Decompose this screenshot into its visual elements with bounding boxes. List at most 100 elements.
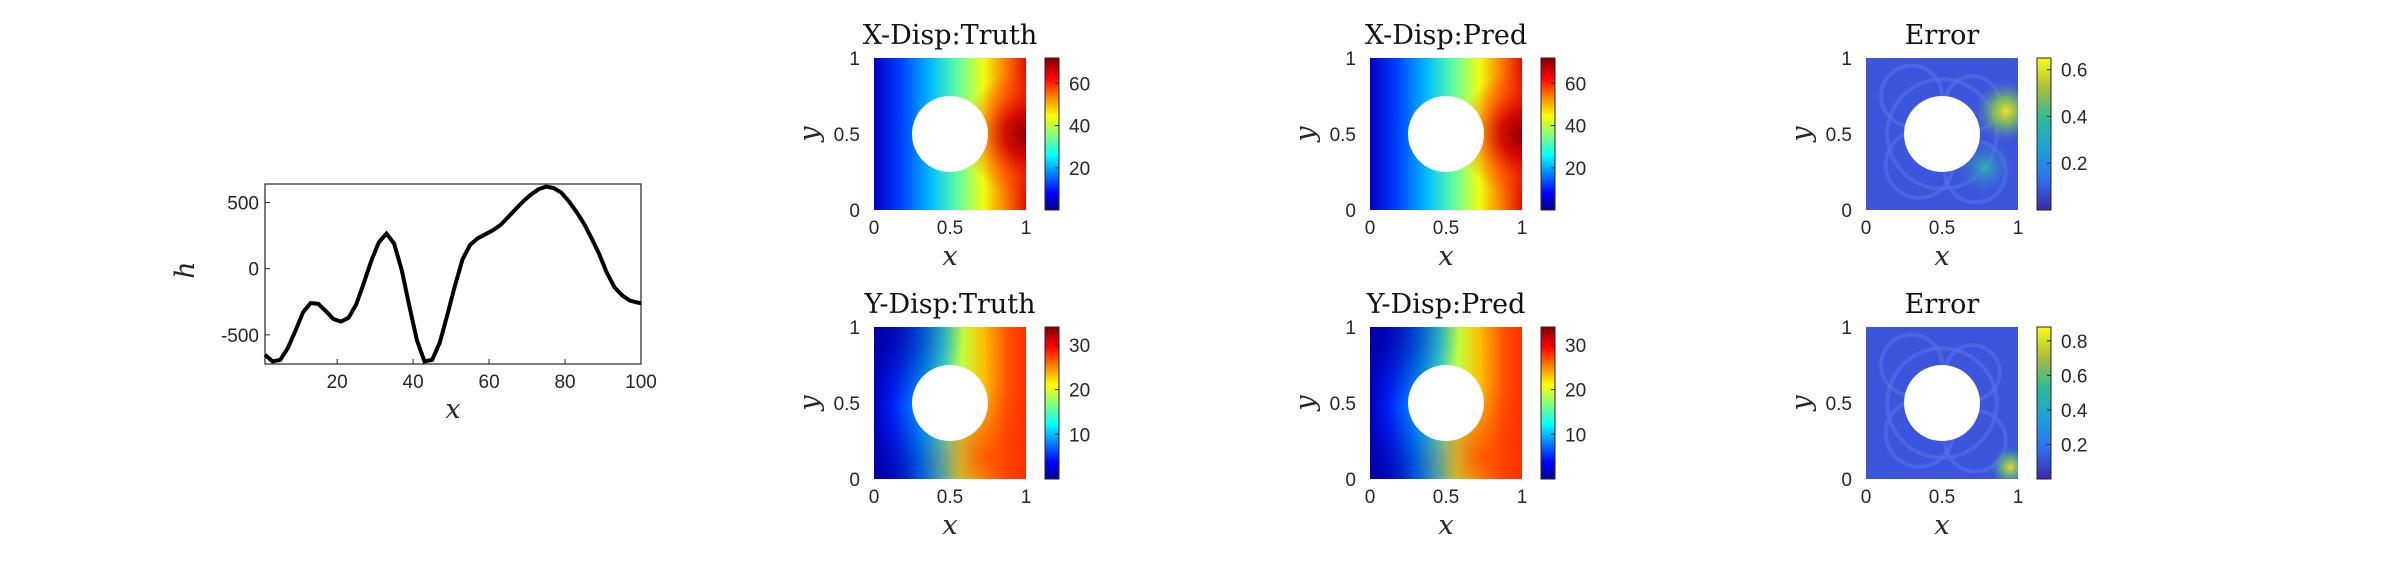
y-tick-label: 1 — [849, 49, 860, 70]
colorbar-tick-label: 20 — [1069, 381, 1090, 402]
heatmap-title: Error — [1905, 289, 1980, 320]
line-series-h — [263, 184, 642, 364]
line-x-ticks: 20 40 60 80 100 — [327, 359, 657, 393]
x-axis-label: x — [1438, 241, 1453, 272]
x-tick-label: 100 — [625, 372, 657, 393]
x-tick-label: 0.5 — [1433, 218, 1459, 239]
y-tick-label: 0.5 — [1330, 125, 1356, 146]
colorbar-tick-label: 0.2 — [2061, 154, 2087, 175]
colorbar — [1044, 57, 1060, 211]
heatmap-field — [874, 327, 1026, 479]
x-tick-label: 0 — [1365, 487, 1376, 508]
colorbar-tick-label: 0.4 — [2061, 107, 2088, 128]
y-tick-label: 1 — [1841, 49, 1852, 70]
colorbar — [2036, 326, 2052, 480]
y-tick-label: 1 — [849, 318, 860, 339]
x-axis-label: x — [942, 241, 957, 272]
colorbar-tick-label: 0.6 — [2061, 366, 2087, 387]
heatmap-panel: Y-Disp:Pred 0 0.5 1 1 0.5 0 x y 30 20 10 — [1290, 289, 1586, 541]
y-tick-label: 1 — [1345, 318, 1356, 339]
x-tick-label: 0 — [1861, 487, 1872, 508]
y-tick-label: 0.5 — [1826, 125, 1852, 146]
heatmap-title: Y-Disp:Pred — [1366, 289, 1526, 320]
y-tick-label: 500 — [227, 194, 259, 215]
y-tick-label: 1 — [1345, 49, 1356, 70]
colorbar — [2036, 57, 2052, 211]
colorbar-tick-label: 0.2 — [2061, 435, 2087, 456]
colorbar — [1044, 326, 1060, 480]
heatmap-title: X-Disp:Pred — [1365, 20, 1527, 51]
circular-hole — [1904, 365, 1980, 441]
x-axis-label: x — [1934, 241, 1949, 272]
x-tick-label: 0.5 — [1929, 487, 1955, 508]
heatmap-title: X-Disp:Truth — [863, 20, 1037, 51]
heatmap-panel: Y-Disp:Truth 0 0.5 1 1 0.5 0 x y 30 20 10 — [794, 289, 1090, 541]
y-tick-label: 0 — [849, 470, 860, 491]
colorbar-tick-label: 20 — [1565, 159, 1586, 180]
colorbar-tick-label: 0.8 — [2061, 332, 2087, 353]
x-tick-label: 1 — [1517, 487, 1528, 508]
y-tick-label: -500 — [221, 326, 259, 347]
colorbar-tick-label: 0.6 — [2061, 61, 2087, 82]
circular-hole — [912, 365, 988, 441]
heatmap-title: Y-Disp:Truth — [863, 289, 1035, 320]
y-tick-label: 1 — [1841, 318, 1852, 339]
colorbar-tick-label: 10 — [1069, 425, 1090, 446]
line-plot-panel: 20 40 60 80 100 500 0 -500 x h — [170, 183, 657, 425]
x-tick-label: 40 — [403, 372, 424, 393]
y-tick-label: 0 — [248, 260, 259, 281]
y-axis-label: y — [794, 126, 825, 143]
heatmap-panel: Error 0 0.5 1 1 0.5 0 x y 0.8 0.6 0.4 0.2 — [1786, 289, 2088, 541]
circular-hole — [1408, 365, 1484, 441]
x-tick-label: 0 — [1861, 218, 1872, 239]
x-tick-label: 0.5 — [1433, 487, 1459, 508]
line-y-ticks: 500 0 -500 — [221, 194, 270, 347]
circular-hole — [1408, 96, 1484, 172]
line-x-axis-label: x — [445, 394, 460, 425]
colorbar-tick-label: 40 — [1069, 117, 1090, 138]
circular-hole — [912, 96, 988, 172]
x-tick-label: 1 — [1517, 218, 1528, 239]
y-tick-label: 0 — [849, 201, 860, 222]
colorbar-tick-label: 40 — [1565, 117, 1586, 138]
x-tick-label: 0 — [1365, 218, 1376, 239]
x-tick-label: 0.5 — [937, 487, 963, 508]
colorbar — [1540, 326, 1556, 480]
colorbar-tick-label: 10 — [1565, 425, 1586, 446]
heatmap-field — [1370, 327, 1522, 479]
colorbar-tick-label: 0.4 — [2061, 401, 2088, 422]
x-tick-label: 0.5 — [937, 218, 963, 239]
y-axis-label: y — [1786, 395, 1817, 412]
colorbar-tick-label: 20 — [1565, 381, 1586, 402]
y-axis-label: y — [794, 395, 825, 412]
y-tick-label: 0 — [1841, 470, 1852, 491]
y-axis-label: y — [1290, 126, 1321, 143]
x-tick-label: 0 — [869, 487, 880, 508]
x-tick-label: 1 — [1021, 218, 1032, 239]
y-tick-label: 0 — [1345, 201, 1356, 222]
y-tick-label: 0.5 — [1826, 394, 1852, 415]
x-tick-label: 20 — [327, 372, 348, 393]
y-axis-label: y — [1786, 126, 1817, 143]
heatmap-panel: Error 0 0.5 1 1 0.5 0 x y 0.6 0.4 0.2 — [1786, 20, 2088, 272]
colorbar-tick-label: 30 — [1069, 336, 1090, 357]
x-tick-label: 0.5 — [1929, 218, 1955, 239]
colorbar-tick-label: 30 — [1565, 336, 1586, 357]
y-axis-label: y — [1290, 395, 1321, 412]
x-axis-label: x — [942, 510, 957, 541]
line-y-axis-label: h — [170, 261, 201, 278]
x-tick-label: 1 — [2013, 487, 2024, 508]
colorbar-tick-label: 60 — [1565, 74, 1586, 95]
y-tick-label: 0.5 — [1330, 394, 1356, 415]
y-tick-label: 0 — [1345, 470, 1356, 491]
x-axis-label: x — [1934, 510, 1949, 541]
line-plot-frame — [264, 183, 642, 365]
heatmap-title: Error — [1905, 20, 1980, 51]
heatmap-panel: X-Disp:Pred 0 0.5 1 1 0.5 0 x y 60 40 20 — [1290, 20, 1586, 272]
colorbar — [1540, 57, 1556, 211]
x-tick-label: 80 — [554, 372, 575, 393]
x-tick-label: 0 — [869, 218, 880, 239]
x-tick-label: 1 — [1021, 487, 1032, 508]
